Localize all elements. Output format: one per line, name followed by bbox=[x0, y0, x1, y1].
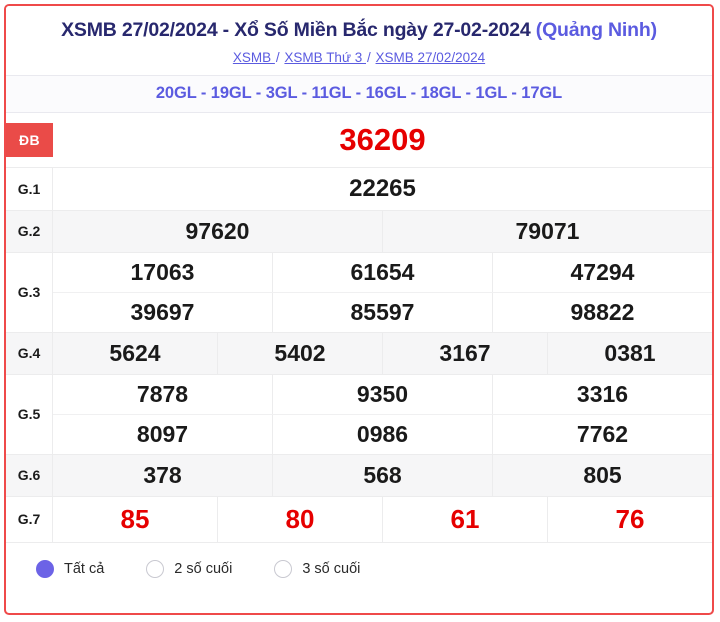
prize-number: 5402 bbox=[218, 332, 383, 374]
prize-label-g4: G.4 bbox=[6, 332, 53, 374]
prize-label-g1: G.1 bbox=[6, 167, 53, 210]
prize-label-g6: G.6 bbox=[6, 454, 53, 496]
prize-label-g3: G.3 bbox=[6, 252, 53, 332]
prize-number: 36209 bbox=[339, 121, 426, 157]
number-line: 97620 79071 bbox=[53, 210, 712, 252]
filter-label-all: Tất cả bbox=[64, 560, 105, 577]
prize-number: 7762 bbox=[576, 420, 629, 447]
prize-label-db: ĐB bbox=[6, 122, 53, 157]
breadcrumb-link-xsmb[interactable]: XSMB bbox=[232, 50, 275, 66]
number-line: 5624 5402 3167 0381 bbox=[53, 332, 712, 374]
breadcrumb-link-date[interactable]: XSMB 27/02/2024 bbox=[375, 50, 486, 66]
prize-numbers-g2: 97620 79071 bbox=[53, 210, 712, 252]
filter-label-last2: 2 số cuối bbox=[174, 560, 233, 577]
prize-row-g1: G.1 22265 bbox=[6, 167, 712, 211]
prize-row-g4: G.4 5624 5402 3167 0381 bbox=[6, 332, 712, 375]
prize-number: 97620 bbox=[53, 210, 383, 252]
prize-number: 378 bbox=[53, 454, 273, 496]
filter-bar: Tất cả 2 số cuối 3 số cuối bbox=[6, 542, 712, 595]
filter-option-all[interactable]: Tất cả bbox=[36, 559, 105, 578]
prize-numbers-g4: 5624 5402 3167 0381 bbox=[53, 332, 712, 374]
prize-number: 7878 bbox=[53, 374, 273, 414]
breadcrumb-separator-1: / bbox=[275, 50, 280, 66]
prize-number: 9350 bbox=[273, 374, 493, 414]
prize-numbers-db: 36209 bbox=[53, 113, 712, 167]
prize-number: 61654 bbox=[273, 252, 493, 292]
page-title: XSMB 27/02/2024 - Xổ Số Miền Bắc ngày 27… bbox=[14, 18, 704, 42]
page-title-province: (Quảng Ninh) bbox=[535, 19, 657, 41]
prize-row-g3: G.3 17063 61654 47294 39697 85597 98822 bbox=[6, 252, 712, 333]
prize-row-db: ĐB 36209 bbox=[6, 112, 712, 168]
radio-icon-all[interactable] bbox=[36, 559, 54, 578]
prize-label-g7: G.7 bbox=[6, 496, 53, 542]
prize-number: 568 bbox=[273, 454, 493, 496]
prize-row-g6: G.6 378 568 805 bbox=[6, 454, 712, 497]
breadcrumb-separator-2: / bbox=[367, 50, 371, 66]
gl-code-band: 20GL - 19GL - 3GL - 11GL - 16GL - 18GL -… bbox=[6, 74, 712, 113]
breadcrumb-link-weekday[interactable]: XSMB Thứ 3 bbox=[284, 50, 366, 66]
radio-icon-last2[interactable] bbox=[146, 559, 165, 578]
prize-number: 17063 bbox=[53, 252, 273, 292]
prize-number: 5624 bbox=[53, 332, 218, 374]
prize-numbers-g1: 22265 bbox=[53, 168, 712, 210]
prize-number: 0381 bbox=[604, 339, 656, 366]
prize-numbers-g6: 378 568 805 bbox=[53, 454, 712, 496]
page-title-text: XSMB 27/02/2024 - Xổ Số Miền Bắc ngày 27… bbox=[61, 19, 536, 41]
prize-row-g5: G.5 7878 9350 3316 8097 0986 7762 bbox=[6, 374, 712, 455]
prize-number: 0986 bbox=[273, 414, 493, 454]
prize-row-g7: G.7 85 80 61 76 bbox=[6, 496, 712, 543]
prize-number: 76 bbox=[615, 503, 645, 534]
number-line: 85 80 61 76 bbox=[53, 496, 712, 542]
prize-number: 8097 bbox=[53, 414, 273, 454]
prize-label-db-wrap: ĐB bbox=[6, 113, 53, 167]
filter-option-last3[interactable]: 3 số cuối bbox=[274, 559, 361, 578]
prize-label-g2: G.2 bbox=[6, 210, 53, 252]
prize-number: 98822 bbox=[570, 298, 635, 325]
breadcrumb: XSMB / XSMB Thứ 3 / XSMB 27/02/2024 bbox=[14, 49, 704, 67]
number-line: 39697 85597 98822 bbox=[53, 291, 712, 332]
filter-label-last3: 3 số cuối bbox=[302, 560, 361, 577]
number-line: 8097 0986 7762 bbox=[53, 413, 712, 454]
prize-number: 80 bbox=[218, 496, 383, 542]
prize-numbers-g7: 85 80 61 76 bbox=[53, 496, 712, 542]
prize-number: 85597 bbox=[273, 292, 493, 332]
prize-row-g2: G.2 97620 79071 bbox=[6, 210, 712, 253]
number-line: 378 568 805 bbox=[53, 454, 712, 496]
radio-icon-last3[interactable] bbox=[274, 559, 293, 578]
prize-number: 85 bbox=[53, 496, 218, 542]
lottery-result-panel: XSMB 27/02/2024 - Xổ Số Miền Bắc ngày 27… bbox=[4, 4, 714, 615]
prize-number: 47294 bbox=[570, 258, 635, 285]
prize-label-g5: G.5 bbox=[6, 374, 53, 454]
prize-number: 22265 bbox=[349, 174, 416, 202]
header-block: XSMB 27/02/2024 - Xổ Số Miền Bắc ngày 27… bbox=[6, 6, 712, 75]
prize-numbers-g5: 7878 9350 3316 8097 0986 7762 bbox=[53, 374, 712, 454]
prize-numbers-g3: 17063 61654 47294 39697 85597 98822 bbox=[53, 252, 712, 332]
results-table: ĐB 36209 G.1 22265 G.2 97620 bbox=[6, 112, 712, 543]
number-line: 22265 bbox=[53, 168, 712, 210]
number-line: 36209 bbox=[53, 113, 712, 167]
number-line: 17063 61654 47294 bbox=[53, 252, 712, 292]
filter-option-last2[interactable]: 2 số cuối bbox=[146, 559, 233, 578]
prize-number: 79071 bbox=[515, 217, 580, 244]
prize-number: 805 bbox=[583, 461, 622, 488]
number-line: 7878 9350 3316 bbox=[53, 374, 712, 414]
prize-number: 39697 bbox=[53, 292, 273, 332]
prize-number: 3316 bbox=[576, 380, 629, 407]
prize-number: 3167 bbox=[383, 332, 548, 374]
prize-number: 61 bbox=[383, 496, 548, 542]
